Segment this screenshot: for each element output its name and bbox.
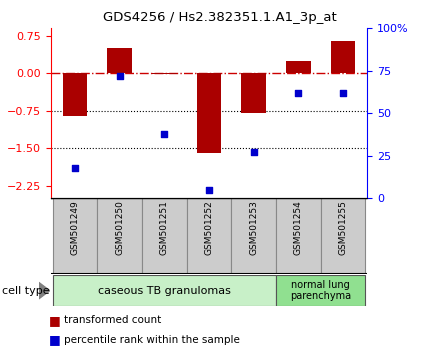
Point: [72, 165, 79, 171]
Text: ■: ■: [48, 333, 60, 346]
Bar: [276, 198, 321, 274]
Text: caseous TB granulomas: caseous TB granulomas: [98, 286, 231, 296]
Bar: [53, 198, 97, 274]
Text: GSM501255: GSM501255: [338, 200, 347, 255]
Bar: [197, 73, 221, 153]
Bar: [63, 73, 88, 116]
Point: [295, 90, 302, 96]
Text: ■: ■: [48, 314, 60, 327]
Polygon shape: [39, 282, 50, 299]
Text: GSM501251: GSM501251: [160, 200, 169, 255]
Bar: [152, 73, 176, 74]
Bar: [187, 198, 231, 274]
Bar: [276, 275, 365, 306]
Bar: [97, 198, 142, 274]
Text: GSM501249: GSM501249: [71, 200, 80, 255]
Text: percentile rank within the sample: percentile rank within the sample: [64, 335, 240, 345]
Text: cell type: cell type: [2, 286, 50, 296]
Bar: [286, 61, 311, 73]
Point: [205, 187, 213, 193]
Text: GSM501253: GSM501253: [249, 200, 258, 255]
Bar: [242, 73, 266, 113]
Text: GDS4256 / Hs2.382351.1.A1_3p_at: GDS4256 / Hs2.382351.1.A1_3p_at: [103, 11, 337, 24]
Point: [339, 90, 346, 96]
Bar: [53, 275, 276, 306]
Text: transformed count: transformed count: [64, 315, 161, 325]
Bar: [330, 41, 355, 73]
Text: GSM501254: GSM501254: [294, 200, 303, 255]
Text: GSM501252: GSM501252: [205, 200, 213, 255]
Point: [250, 149, 257, 155]
Text: GSM501250: GSM501250: [115, 200, 124, 255]
Bar: [231, 198, 276, 274]
Bar: [321, 198, 365, 274]
Bar: [107, 48, 132, 73]
Point: [161, 131, 168, 137]
Point: [116, 73, 123, 79]
Bar: [142, 198, 187, 274]
Text: normal lung
parenchyma: normal lung parenchyma: [290, 280, 351, 302]
